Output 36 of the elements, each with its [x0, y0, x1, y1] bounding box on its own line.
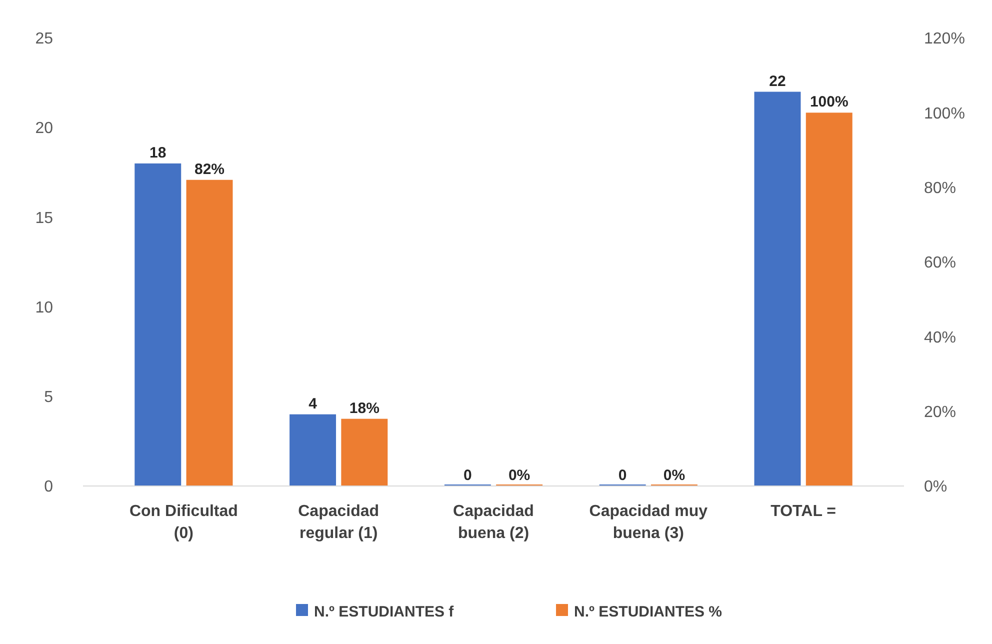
x-tick-label: TOTAL = — [770, 503, 836, 520]
y2-tick-label: 0% — [924, 478, 948, 496]
y2-tick-label: 120% — [924, 30, 965, 48]
x-tick-label: Capacidad muy buena (3) — [589, 503, 708, 542]
bar — [134, 163, 182, 486]
bar — [290, 414, 336, 486]
x-tick-label: Capacidad buena (2) — [453, 503, 534, 542]
y-tick-label: 10 — [35, 299, 54, 316]
y-tick-label: 0 — [44, 478, 54, 496]
data-label: 82% — [194, 160, 225, 178]
data-label: 0% — [663, 467, 686, 484]
legend-label: N.º ESTUDIANTES % — [574, 603, 722, 620]
y-tick-label: 5 — [44, 389, 54, 406]
y-tick-label: 20 — [35, 120, 54, 138]
y2-tick-label: 80% — [924, 180, 956, 197]
data-label: 100% — [810, 94, 848, 111]
x-tick-label: Capacidad regular (1) — [298, 503, 380, 542]
data-label: 22 — [769, 72, 786, 90]
y-tick-label: 15 — [35, 210, 54, 227]
legend-label: N.º ESTUDIANTES f — [314, 603, 455, 620]
data-label: 0 — [618, 467, 627, 484]
y2-tick-label: 60% — [924, 254, 956, 272]
bar — [341, 418, 388, 486]
data-label: 18 — [150, 144, 166, 162]
data-label: 0% — [508, 467, 530, 484]
data-label: 0 — [464, 467, 472, 484]
y2-tick-label: 40% — [924, 329, 956, 346]
data-label: 18% — [349, 400, 380, 417]
bar — [186, 180, 233, 486]
data-label: 4 — [308, 395, 318, 412]
bar — [754, 92, 801, 486]
x-tick-label: Con Dificultad (0) — [129, 503, 238, 542]
y2-tick-label: 100% — [924, 105, 965, 122]
bar — [806, 112, 852, 486]
y-tick-label: 25 — [35, 30, 54, 48]
y2-tick-label: 20% — [924, 404, 956, 421]
